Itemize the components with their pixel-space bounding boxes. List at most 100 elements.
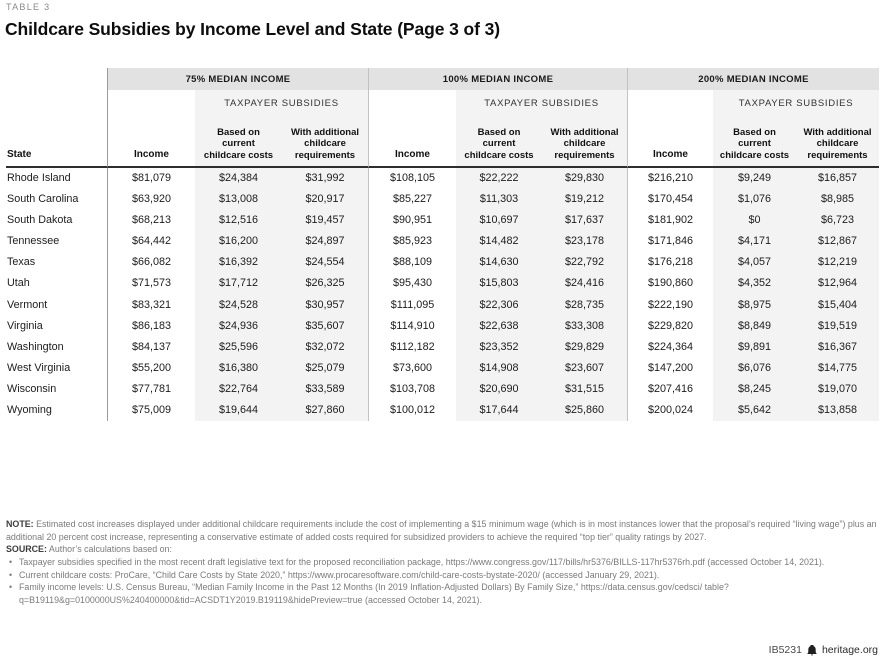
table-cell: $216,210 bbox=[627, 168, 713, 190]
column-header-income: Income bbox=[107, 117, 195, 168]
column-header-income: Income bbox=[368, 117, 456, 168]
source-bullet: Current childcare costs: ProCare, “Child… bbox=[6, 569, 877, 582]
taxpayer-subsidies-label: TAXPAYER SUBSIDIES bbox=[195, 90, 368, 117]
column-header-with: With additional childcare requirements bbox=[282, 117, 368, 168]
table-row-state: Rhode Island bbox=[7, 172, 71, 184]
table-cell: $8,849 bbox=[713, 315, 796, 337]
table-row-state: Washington bbox=[7, 340, 64, 353]
table-cell: $17,637 bbox=[542, 210, 627, 232]
table-cell: $81,079 bbox=[107, 168, 195, 190]
table-cell: $66,082 bbox=[107, 252, 195, 274]
table-cell: $5,642 bbox=[713, 400, 796, 422]
table-cell: $20,917 bbox=[282, 189, 368, 211]
table-cell: $31,992 bbox=[282, 168, 368, 190]
table-cell: $25,596 bbox=[195, 336, 282, 358]
table-cell: $23,352 bbox=[456, 336, 542, 358]
table-cell: $68,213 bbox=[107, 210, 195, 232]
income-group-header-200: 200% MEDIAN INCOME bbox=[627, 68, 879, 90]
footer: IB5231 heritage.org bbox=[769, 644, 878, 656]
table-cell: $19,644 bbox=[195, 400, 282, 422]
table-cell: $24,554 bbox=[282, 252, 368, 274]
table-cell: $19,212 bbox=[542, 189, 627, 211]
table-row-state: Texas bbox=[7, 256, 36, 269]
table-cell: $19,519 bbox=[796, 315, 879, 337]
table-cell: $24,384 bbox=[195, 168, 282, 190]
table-cell: $15,404 bbox=[796, 294, 879, 316]
table-cell: $15,803 bbox=[456, 273, 542, 295]
table-cell: $90,951 bbox=[368, 210, 456, 232]
table-cell: $12,219 bbox=[796, 252, 879, 274]
table-cell: $23,607 bbox=[542, 357, 627, 379]
table-row-state: Tennessee bbox=[7, 235, 60, 248]
table-cell: $16,857 bbox=[796, 168, 879, 190]
subs-spacer bbox=[368, 90, 456, 117]
table-cell: $64,442 bbox=[107, 231, 195, 253]
column-header-based: Based on current childcare costs bbox=[195, 117, 282, 168]
table-cell: $181,902 bbox=[627, 210, 713, 232]
heritage-bell-icon bbox=[807, 645, 817, 656]
table-cell: $27,860 bbox=[282, 400, 368, 422]
column-header-with: With additional childcare requirements bbox=[796, 117, 879, 168]
table-cell: $11,303 bbox=[456, 189, 542, 211]
page-title: Childcare Subsidies by Income Level and … bbox=[5, 19, 500, 39]
column-header-based: Based on current childcare costs bbox=[713, 117, 796, 168]
table-cell: $24,897 bbox=[282, 231, 368, 253]
table-kicker: TABLE 3 bbox=[6, 2, 51, 12]
table-cell: $29,830 bbox=[542, 168, 627, 190]
table-cell: $114,910 bbox=[368, 315, 456, 337]
table-cell: $25,079 bbox=[282, 357, 368, 379]
table-cell: $88,109 bbox=[368, 252, 456, 274]
table-cell: $24,936 bbox=[195, 315, 282, 337]
table-cell: $14,482 bbox=[456, 231, 542, 253]
table-row-state: South Carolina bbox=[7, 193, 79, 206]
table-cell: $19,457 bbox=[282, 210, 368, 232]
table-cell: $14,775 bbox=[796, 357, 879, 379]
table-cell: $14,630 bbox=[456, 252, 542, 274]
table-cell: $10,697 bbox=[456, 210, 542, 232]
table-cell: $176,218 bbox=[627, 252, 713, 274]
table-cell: $83,321 bbox=[107, 294, 195, 316]
table-cell: $224,364 bbox=[627, 336, 713, 358]
table-cell: $100,012 bbox=[368, 400, 456, 422]
table-row-state: Utah bbox=[7, 277, 30, 290]
table-cell: $22,306 bbox=[456, 294, 542, 316]
table-cell: $24,416 bbox=[542, 273, 627, 295]
table-cell: $147,200 bbox=[627, 357, 713, 379]
table-cell: $19,070 bbox=[796, 378, 879, 401]
document-id: IB5231 bbox=[768, 644, 802, 656]
table-cell: $4,057 bbox=[713, 252, 796, 274]
table-cell: $1,076 bbox=[713, 189, 796, 211]
table-cell: $73,600 bbox=[368, 357, 456, 379]
table-cell: $17,644 bbox=[456, 400, 542, 422]
table-cell: $86,183 bbox=[107, 315, 195, 337]
table-cell: $12,964 bbox=[796, 273, 879, 295]
table-cell: $22,222 bbox=[456, 168, 542, 190]
table-cell: $108,105 bbox=[368, 168, 456, 190]
table-cell: $207,416 bbox=[627, 378, 713, 401]
subs-spacer bbox=[6, 90, 107, 117]
table-cell: $28,735 bbox=[542, 294, 627, 316]
site-label: heritage.org bbox=[821, 644, 878, 656]
table-cell: $12,867 bbox=[796, 231, 879, 253]
source-label: SOURCE: bbox=[6, 544, 47, 555]
table-cell: $35,607 bbox=[282, 315, 368, 337]
column-header-income: Income bbox=[627, 117, 713, 168]
note-label: NOTE: bbox=[6, 519, 34, 529]
table-cell: $9,891 bbox=[713, 336, 796, 358]
table-cell: $112,182 bbox=[368, 336, 456, 358]
table-cell: $16,367 bbox=[796, 336, 879, 358]
source-bullet: Family income levels: U.S. Census Bureau… bbox=[6, 581, 877, 606]
table-cell: $229,820 bbox=[627, 315, 713, 337]
table-row-state: Wyoming bbox=[7, 404, 52, 417]
source-list: Taxpayer subsidies specified in the most… bbox=[6, 556, 877, 607]
table-cell: $170,454 bbox=[627, 189, 713, 211]
taxpayer-subsidies-label: TAXPAYER SUBSIDIES bbox=[456, 90, 627, 117]
table-cell: $25,860 bbox=[542, 400, 627, 422]
table-cell: $16,200 bbox=[195, 231, 282, 253]
table-cell: $31,515 bbox=[542, 378, 627, 401]
table-row-state: Wisconsin bbox=[7, 382, 57, 395]
column-header-state: State bbox=[6, 117, 107, 168]
table-cell: $222,190 bbox=[627, 294, 713, 316]
table-cell: $77,781 bbox=[107, 378, 195, 401]
